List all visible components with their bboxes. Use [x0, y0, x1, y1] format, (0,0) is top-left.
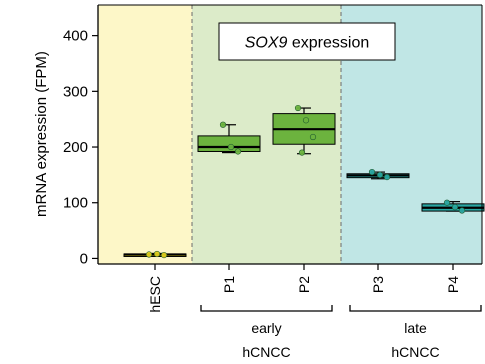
boxplot-p4	[421, 199, 485, 214]
category-labels: hESC P1 P2 P3 P4	[147, 276, 461, 313]
point-p2-3	[309, 133, 317, 141]
group-sublabel-early: hCNCC	[242, 344, 290, 360]
region-hesc-hesc	[98, 5, 192, 264]
point-p3-2	[376, 171, 384, 178]
chart-title-rest: expression	[287, 35, 369, 52]
y-tick-label-300: 300	[63, 83, 88, 100]
x-tick-label-p1: P1	[221, 276, 237, 293]
x-tick-label-hesc: hESC	[147, 276, 163, 313]
chart-title: SOX9 expression	[245, 35, 370, 52]
boxplot-p2	[272, 104, 336, 156]
group-bracket-early	[200, 305, 333, 312]
x-tick-label-p3: P3	[370, 276, 386, 293]
x-tick-label-p4: P4	[445, 276, 461, 293]
point-hesc-2	[153, 250, 161, 258]
group-label-early: early	[251, 320, 281, 336]
group-brackets: early hCNCC late hCNCC	[200, 305, 482, 360]
group-late: late hCNCC	[349, 305, 482, 360]
group-label-late: late	[404, 320, 427, 336]
x-tick-label-p2: P2	[296, 276, 312, 293]
point-p2-4	[298, 149, 306, 156]
point-hesc-1	[145, 251, 153, 258]
point-p1-1	[219, 121, 227, 128]
point-p3-3	[383, 174, 391, 181]
point-hesc-3	[160, 251, 168, 259]
y-tick-label-100: 100	[63, 195, 88, 212]
chart-title-box: SOX9 expression	[218, 22, 396, 61]
group-early: early hCNCC	[200, 305, 333, 360]
point-p2-2	[302, 117, 310, 124]
point-p3-1	[368, 168, 376, 176]
axes: 0 100 200 300 400	[63, 4, 483, 270]
point-p2-1	[294, 104, 302, 112]
y-axis-title: mRNA expression (FPM)	[33, 51, 50, 217]
point-p4-3	[458, 207, 466, 214]
group-bracket-late	[349, 305, 482, 312]
y-tick-label-200: 200	[63, 139, 88, 156]
y-tick-label-400: 400	[63, 28, 88, 45]
y-tick-label-0: 0	[80, 250, 88, 267]
point-p4-2	[451, 204, 459, 211]
boxplot-p1	[197, 121, 261, 155]
chart-title-gene: SOX9	[245, 35, 288, 52]
boxplots	[123, 104, 485, 259]
boxplot-hesc	[123, 250, 187, 259]
point-p1-2	[227, 143, 235, 151]
boxplot-p3	[346, 168, 410, 181]
group-sublabel-late: hCNCC	[391, 344, 439, 360]
point-p4-1	[443, 199, 451, 206]
point-p1-3	[234, 148, 242, 155]
